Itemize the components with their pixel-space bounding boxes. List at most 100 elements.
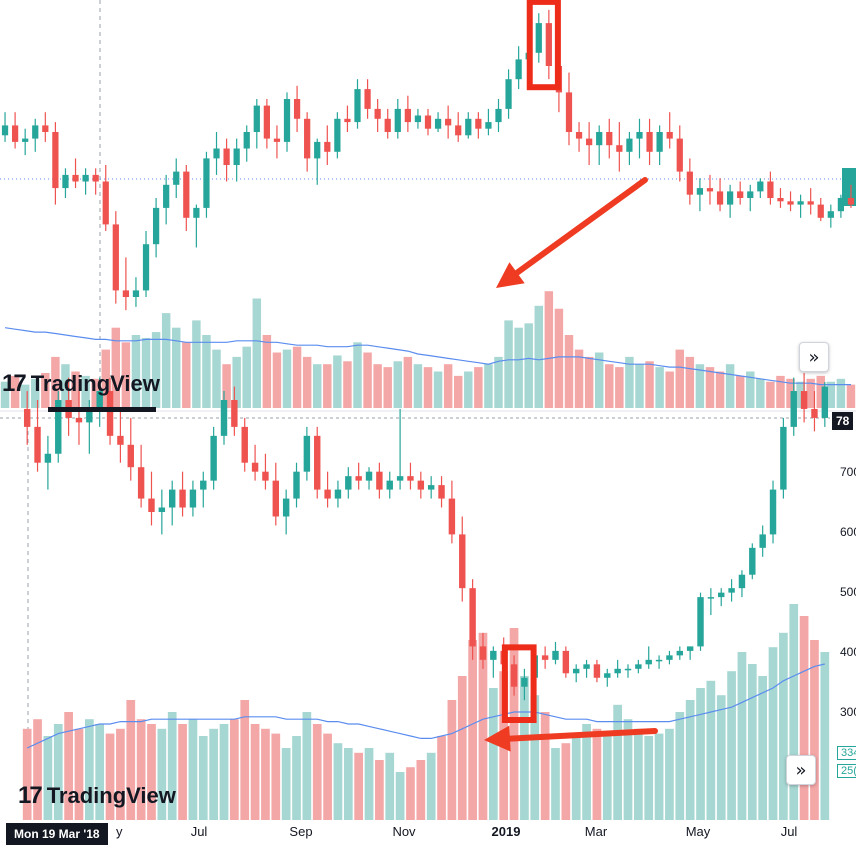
tradingview-logo-top: 17 TradingView [2,370,160,398]
volume-bar [530,695,540,820]
volume-bar [312,724,322,820]
candle [253,99,260,149]
candle-body [189,489,197,508]
candle [505,69,512,119]
volume-bar [665,371,674,408]
candle-body [1,125,9,136]
candle [324,471,331,508]
top-panel-candles [1,9,855,311]
volume-bar [323,733,332,820]
candle [510,655,518,696]
volume-bar [81,375,90,408]
candle-body [293,471,300,499]
candle-body [686,646,694,651]
volume-bar [31,378,40,408]
candle [364,79,371,119]
candle [448,480,456,544]
x-tick-label: Nov [392,824,416,839]
volume-bar [393,361,403,408]
candle [718,588,725,607]
x-tick-label: y [116,824,123,839]
candle-body [23,408,31,427]
volume-bar [74,728,84,820]
candle [168,480,176,526]
volume-bar [615,367,624,408]
candle [821,382,829,427]
candle [82,168,89,195]
volume-bar [343,748,353,820]
candle-body [646,132,653,152]
candle [655,655,663,669]
candle-body [545,23,552,67]
volume-bar [605,364,614,408]
candle-body [334,489,342,499]
top-panel-annotations [496,0,648,288]
candle [616,122,623,172]
volume-bar [564,335,574,408]
volume-bar [242,346,251,408]
volume-bar [826,381,836,408]
volume-bar [474,367,483,408]
volume-bar [540,712,550,820]
candle [303,426,311,481]
candle [777,188,784,208]
candle-body [697,597,704,647]
volume-bar [758,676,768,820]
candle [787,191,794,212]
volume-bar [131,335,141,408]
volume-bar [121,342,131,408]
candle [455,112,462,142]
candle-body [394,108,401,132]
candle-body [790,391,797,427]
candle-body [479,646,487,660]
volume-bar [554,308,564,408]
candle-body [82,174,89,182]
volume-bar [768,647,778,820]
volume-bar [182,342,191,408]
candle-body [541,655,549,660]
candle [355,462,362,490]
candle-body [213,148,220,159]
candle [263,99,270,149]
bottom-panel-annotations [484,644,658,752]
candle-body [718,592,725,598]
volume-bar [846,384,856,408]
candle [424,108,432,136]
volume-bar [820,652,830,820]
candle-body [32,125,39,139]
candle [465,112,472,139]
candle [427,476,435,499]
volume-bar [240,700,250,820]
candle [132,277,140,307]
volume-bar [0,381,10,408]
candle [434,112,442,132]
candle [122,257,130,311]
candle-body [251,462,259,472]
volume-bar [192,320,201,408]
candle-body [158,507,166,512]
candle-body [106,391,114,436]
candle [344,105,351,132]
candle-body [645,659,652,665]
volume-bar [645,361,654,408]
candle-body [92,174,99,182]
bottom-panel-candles [23,373,829,701]
volume-bar [95,724,105,820]
scroll-to-realtime-button-bottom[interactable]: » [786,755,816,785]
annotation-arrow-top [496,177,648,288]
candle-body [485,122,492,129]
volume-bar [696,688,705,820]
candle [562,646,570,678]
candle [376,462,383,499]
volume-bar [655,367,664,408]
volume-bar [364,748,374,820]
volume-bar [443,364,453,408]
candle [445,105,452,139]
scroll-to-realtime-button-top[interactable]: » [799,342,829,372]
volume-ma-line [26,663,825,749]
volume-bar [737,652,747,820]
top-panel-ma [4,327,851,386]
candle-body [152,207,160,245]
volume-bar [504,320,513,408]
candle [757,178,764,198]
